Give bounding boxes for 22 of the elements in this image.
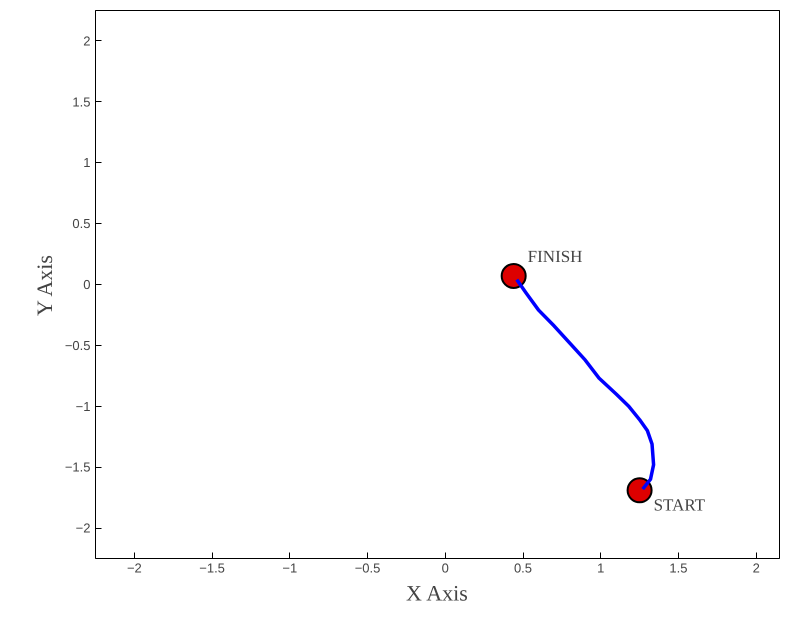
x-axis-title: X Axis <box>406 580 468 606</box>
x-tick-label: −2 <box>126 560 142 576</box>
y-tick-label: 0.5 <box>72 216 91 232</box>
x-tick-label: −0.5 <box>354 560 380 576</box>
x-tick-label: 0.5 <box>514 560 532 576</box>
y-axis-title: Y Axis <box>32 255 57 316</box>
y-tick-label: −1 <box>76 398 91 414</box>
y-tick-label: 1.5 <box>72 94 91 110</box>
y-tick-label: −2 <box>76 520 91 536</box>
y-tick-label: 0 <box>83 277 91 292</box>
y-tick-label: −0.5 <box>64 338 91 353</box>
y-tick-label: 1 <box>83 155 91 170</box>
x-tick-label: 1 <box>597 560 604 576</box>
x-tick-label: 1.5 <box>669 560 688 576</box>
y-tick-label: −1.5 <box>64 460 91 475</box>
annotation: START <box>654 495 706 514</box>
x-tick-label: −1 <box>282 560 298 576</box>
x-tick-label: −1.5 <box>199 560 225 576</box>
x-tick-label: 2 <box>752 560 760 576</box>
x-tick-label: 0 <box>442 560 449 576</box>
annotation: FINISH <box>528 246 582 266</box>
y-tick-label: 2 <box>83 33 91 48</box>
